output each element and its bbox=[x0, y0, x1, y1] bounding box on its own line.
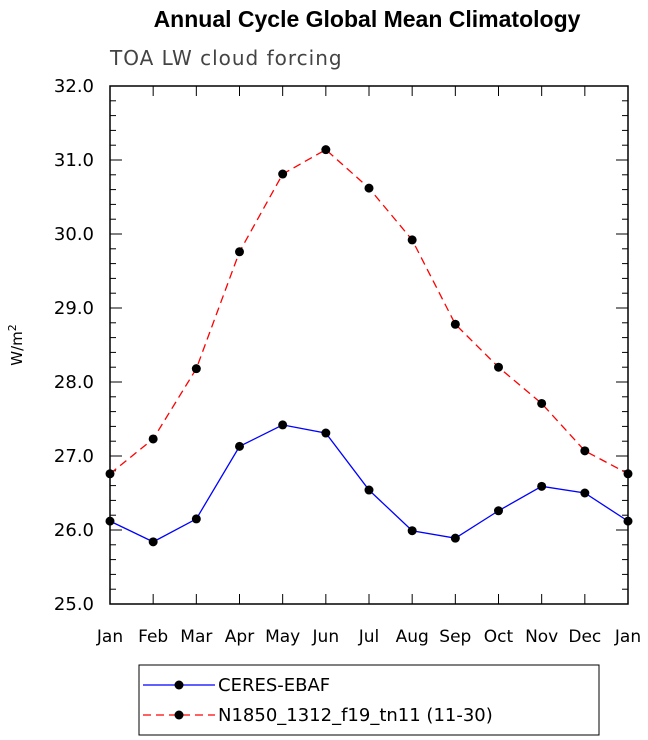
series-point bbox=[235, 247, 244, 257]
y-tick-label: 26.0 bbox=[54, 520, 94, 541]
series-point bbox=[580, 446, 590, 456]
y-axis-label-superscript: 2 bbox=[6, 324, 19, 331]
series-point bbox=[364, 183, 374, 193]
series-point bbox=[580, 488, 590, 498]
x-tick-label: Jan bbox=[96, 627, 123, 647]
x-tick-label: Dec bbox=[568, 627, 601, 647]
x-tick-label: Jul bbox=[358, 627, 380, 647]
series-point bbox=[148, 434, 158, 444]
y-axis-label-unit: W/m bbox=[8, 331, 26, 366]
series-point bbox=[623, 516, 633, 526]
y-tick-label: 29.0 bbox=[54, 298, 94, 319]
chart-title: Annual Cycle Global Mean Climatology bbox=[154, 6, 581, 32]
series-point bbox=[191, 514, 201, 524]
series-point bbox=[191, 364, 201, 374]
y-tick-label: 25.0 bbox=[54, 594, 94, 615]
series-line bbox=[109, 148, 629, 475]
y-axis-label: W/m2 bbox=[6, 324, 26, 366]
series-point bbox=[321, 145, 331, 155]
legend-box bbox=[138, 664, 600, 736]
series-line bbox=[109, 424, 629, 543]
x-tick-label: Aug bbox=[396, 627, 429, 647]
series-point bbox=[278, 420, 288, 430]
plot-frame bbox=[109, 85, 629, 605]
x-tick-label: Jun bbox=[312, 627, 340, 647]
series-point bbox=[407, 235, 417, 245]
series-point bbox=[494, 506, 503, 516]
series-point bbox=[105, 516, 115, 526]
series-point bbox=[537, 398, 547, 408]
x-tick-label: Nov bbox=[525, 627, 558, 647]
series-point bbox=[450, 533, 460, 543]
series-point bbox=[364, 485, 374, 495]
series-point bbox=[105, 469, 115, 479]
series-point bbox=[278, 169, 288, 179]
series-point bbox=[321, 428, 331, 438]
x-tick-label: May bbox=[265, 627, 300, 647]
legend-label: CERES-EBAF bbox=[218, 675, 330, 696]
series-point bbox=[235, 441, 244, 451]
x-tick-label: Mar bbox=[180, 627, 212, 647]
legend-marker bbox=[174, 710, 184, 720]
y-tick-label: 32.0 bbox=[54, 76, 94, 97]
x-tick-label: Jan bbox=[614, 627, 641, 647]
x-tick-label: Apr bbox=[225, 627, 254, 647]
legend-marker bbox=[174, 680, 184, 690]
y-tick-label: 28.0 bbox=[54, 372, 94, 393]
legend-label: N1850_1312_f19_tn11 (11-30) bbox=[218, 705, 493, 726]
series-point bbox=[148, 537, 158, 547]
y-tick-label: 31.0 bbox=[54, 150, 94, 171]
series-point bbox=[537, 481, 547, 491]
series-point bbox=[623, 469, 633, 479]
y-tick-label: 30.0 bbox=[54, 224, 94, 245]
series-point bbox=[407, 526, 417, 536]
x-tick-label: Oct bbox=[484, 627, 514, 647]
legend: CERES-EBAF N1850_1312_f19_tn11 (11-30) bbox=[138, 664, 600, 736]
series-point bbox=[494, 362, 503, 372]
chart-subtitle: TOA LW cloud forcing bbox=[109, 46, 343, 70]
y-tick-label: 27.0 bbox=[54, 446, 94, 467]
x-tick-label: Sep bbox=[439, 627, 471, 647]
series-point bbox=[450, 319, 460, 329]
x-tick-label: Feb bbox=[138, 627, 168, 647]
plot-area: 25.0 26.0 27.0 28.0 29.0 30.0 31.0 32.0 Jan Feb Ma… bbox=[54, 76, 641, 647]
